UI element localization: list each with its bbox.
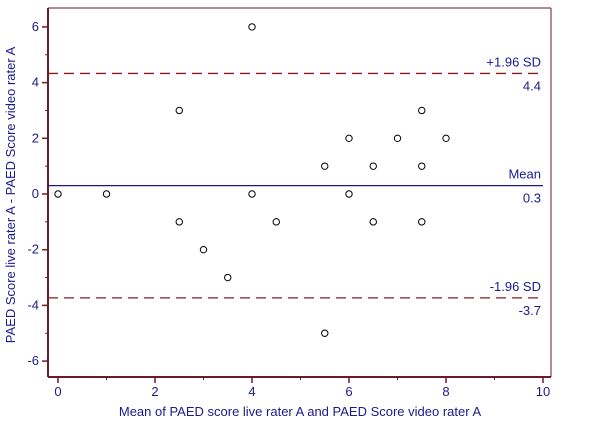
y-tick-label: -6 (27, 353, 39, 368)
data-point (175, 218, 183, 226)
reference-lines: +1.96 SD 4.4 Mean 0.3 -1.96 SD -3.7 (48, 54, 543, 318)
data-point (369, 218, 377, 226)
reference-line-label: Mean (508, 167, 541, 182)
reference-line-value: -3.7 (519, 303, 541, 318)
data-point (321, 329, 329, 337)
data-point (321, 162, 329, 170)
y-axis-title: PAED Score live rater A - PAED Score vid… (3, 46, 18, 343)
y-tick-label: 6 (32, 19, 39, 34)
data-point (224, 273, 232, 282)
x-tick-label: 2 (151, 384, 158, 399)
data-point (393, 134, 402, 143)
data-point (248, 190, 256, 198)
x-tick-label: 10 (536, 384, 550, 399)
data-point (54, 190, 62, 198)
data-point (418, 162, 426, 170)
x-tick-label: 6 (345, 384, 352, 399)
y-tick-label: 4 (32, 75, 39, 90)
data-point (102, 190, 111, 198)
data-point (345, 134, 353, 143)
reference-line-value: 0.3 (523, 191, 541, 206)
data-point (369, 162, 377, 170)
data-point (418, 218, 426, 226)
axes: -6 -4 -2 0 2 4 6 0 2 4 6 8 10 (27, 7, 552, 399)
y-tick-label: -4 (27, 297, 39, 312)
y-tick-label: -2 (27, 242, 39, 257)
data-point (345, 190, 353, 198)
data-point (248, 23, 256, 31)
data-points (54, 23, 450, 337)
data-point (442, 134, 450, 143)
data-point (418, 106, 426, 115)
x-axis-title: Mean of PAED score live rater A and PAED… (119, 404, 482, 419)
x-tick-label: 0 (54, 384, 61, 399)
data-point (272, 218, 280, 226)
data-point (175, 106, 183, 115)
x-tick-label: 4 (248, 384, 255, 399)
data-point (199, 245, 208, 254)
y-tick-label: 0 (32, 186, 39, 201)
reference-line-value: 4.4 (523, 78, 541, 93)
reference-line-label: +1.96 SD (486, 54, 541, 69)
y-tick-label: 2 (32, 130, 39, 145)
x-tick-label: 8 (442, 384, 449, 399)
reference-line-label: -1.96 SD (490, 279, 541, 294)
